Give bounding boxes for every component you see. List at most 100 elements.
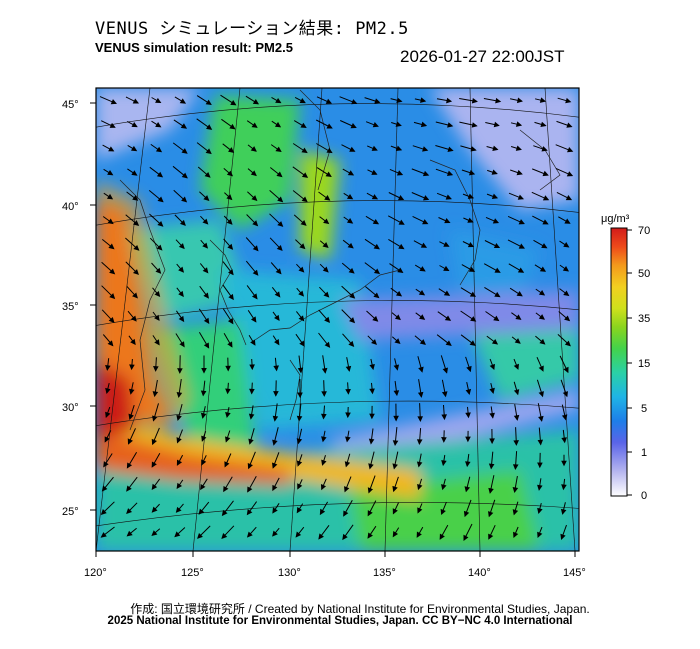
wind-arrowhead (152, 391, 159, 398)
wind-arrowhead (463, 510, 470, 518)
wind-arrowhead (420, 121, 428, 128)
wind-arrowhead (466, 365, 472, 373)
wind-arrowhead (221, 509, 228, 517)
wind-arrowhead (542, 170, 549, 177)
wind-arrowhead (228, 147, 235, 153)
wind-arrowhead (155, 97, 162, 104)
wind-arrowhead (512, 509, 519, 516)
wind-arrowhead (248, 413, 255, 420)
wind-arrowhead (126, 485, 132, 492)
wind-arrowhead (107, 169, 114, 176)
wind-arrowhead (155, 267, 162, 274)
wind-arrowhead (440, 508, 446, 516)
wind-arrowhead (515, 314, 522, 320)
wind-arrowhead (154, 314, 160, 321)
wind-arrowhead (351, 99, 358, 105)
wind-arrowhead (538, 314, 545, 320)
wind-arrowhead (393, 364, 400, 371)
wind-arrowhead (131, 121, 138, 128)
wind-arrowhead (565, 97, 572, 104)
wind-arrowhead (368, 438, 375, 445)
lat-tick-label: 30° (62, 402, 79, 414)
wind-arrowhead (297, 483, 303, 490)
wind-arrowhead (127, 438, 133, 445)
wind-arrowhead (471, 122, 478, 128)
wind-arrowhead (465, 461, 471, 468)
wind-arrowhead (516, 290, 523, 297)
lat-tick-label: 45° (62, 99, 79, 111)
wind-arrowhead (151, 506, 158, 513)
wind-arrowhead (465, 388, 472, 395)
wind-arrowhead (248, 438, 254, 445)
wind-arrowhead (321, 413, 327, 420)
wind-arrowhead (560, 508, 567, 515)
wind-arrowhead (494, 267, 501, 273)
wind-arrowhead (491, 193, 499, 199)
wind-arrowhead (395, 145, 403, 151)
wind-arrowhead (151, 530, 158, 537)
wind-arrowhead (396, 170, 404, 176)
wind-arrowhead (132, 220, 140, 226)
wind-arrowhead (395, 290, 403, 297)
wind-arrowhead (107, 340, 114, 347)
wind-arrowhead (513, 389, 520, 396)
wind-arrowhead (108, 316, 115, 324)
wind-arrowhead (133, 244, 140, 251)
wind-arrowhead (157, 196, 164, 203)
wind-arrowhead (398, 219, 405, 225)
wind-arrowhead (181, 196, 188, 203)
wind-arrowhead (110, 99, 118, 105)
wind-arrowhead (564, 218, 571, 224)
wind-arrowhead (151, 438, 157, 446)
wind-arrowhead (324, 316, 331, 323)
wind-arrowhead (349, 146, 356, 152)
wind-arrowhead (178, 315, 185, 323)
wind-arrowhead (226, 194, 233, 201)
wind-arrowhead (296, 438, 303, 445)
lat-tick-label: 35° (62, 301, 79, 313)
wind-arrowhead (443, 290, 451, 296)
longitude-ticks: 120° 125° 130° 135° 140° 145° (84, 551, 586, 579)
wind-arrowhead (323, 291, 330, 298)
wind-arrowhead (446, 170, 454, 177)
wind-arrowhead (539, 97, 546, 103)
wind-arrowhead (398, 195, 405, 201)
wind-arrowhead (446, 97, 453, 104)
wind-arrowhead (492, 145, 499, 152)
wind-arrowhead (176, 482, 183, 490)
wind-arrowhead (272, 462, 278, 469)
wind-arrowhead (298, 266, 305, 273)
wind-arrowhead (221, 532, 228, 540)
wind-arrowhead (445, 340, 452, 346)
wind-arrowhead (126, 462, 133, 469)
wind-arrowhead (469, 291, 477, 297)
wind-arrowhead (420, 97, 427, 103)
lon-tick-label: 145° (563, 567, 586, 579)
wind-arrowhead (275, 146, 282, 153)
wind-arrowhead (224, 461, 230, 468)
wind-arrowhead (537, 507, 543, 514)
wind-arrowhead (489, 387, 495, 394)
wind-arrowhead (201, 459, 207, 466)
wind-arrowhead (227, 318, 234, 325)
wind-arrowhead (272, 439, 278, 446)
wind-arrowhead (489, 438, 495, 445)
lat-tick-label: 25° (62, 506, 79, 518)
wind-arrowhead (562, 391, 568, 398)
wind-arrowhead (156, 244, 163, 251)
wind-arrowhead (246, 531, 253, 538)
wind-arrowhead (515, 121, 523, 127)
wind-arrowhead (372, 218, 380, 225)
wind-arrowhead (491, 169, 498, 175)
wind-arrowhead (132, 269, 139, 275)
lon-tick-label: 120° (84, 567, 107, 579)
wind-arrowhead (107, 218, 114, 225)
wind-arrowhead (319, 508, 326, 516)
wind-arrowhead (465, 436, 471, 443)
wind-arrowhead (374, 98, 381, 104)
wind-arrowhead (541, 243, 548, 249)
wind-arrowhead (272, 484, 278, 492)
wind-arrowhead (423, 195, 430, 201)
wind-arrowhead (518, 219, 525, 225)
wind-arrowhead (247, 486, 253, 493)
